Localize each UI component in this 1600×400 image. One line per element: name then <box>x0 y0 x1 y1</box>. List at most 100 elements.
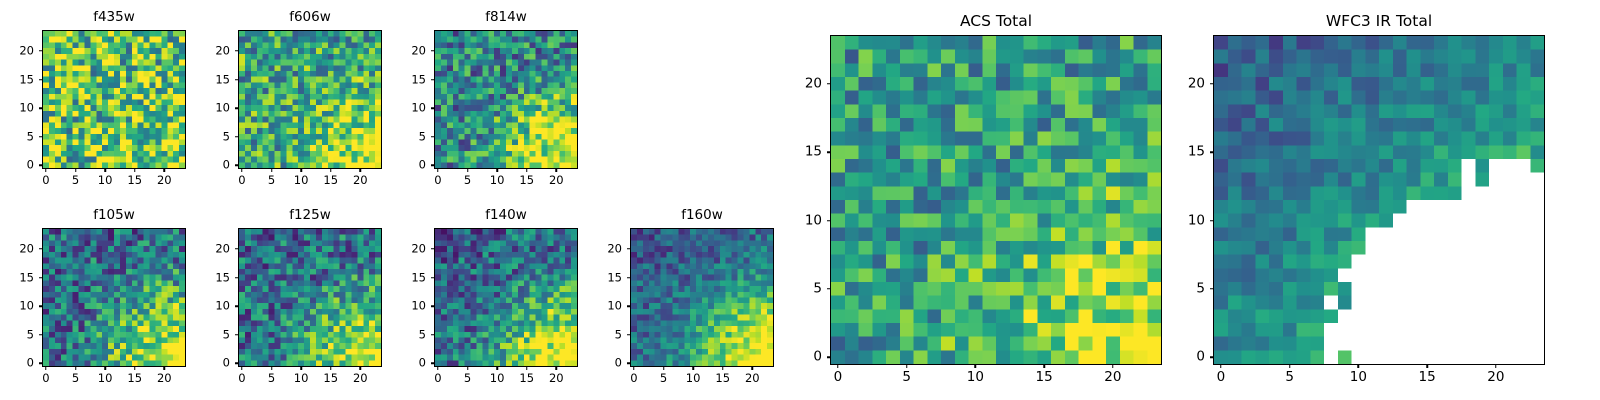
x-tick-label: 5 <box>267 371 276 385</box>
y-tick-label: 0 <box>222 355 230 370</box>
x-tick-label: 0 <box>238 371 246 385</box>
x-tick-mark <box>496 168 498 172</box>
y-tick-mark <box>431 164 435 166</box>
y-tick-mark <box>39 135 43 138</box>
y-tick-label: 15 <box>19 71 34 86</box>
x-tick-mark <box>662 366 665 370</box>
x-tick-label: 15 <box>323 371 339 385</box>
x-tick-mark <box>300 168 302 172</box>
x-tick-label: 5 <box>267 173 276 187</box>
y-tick-label: 15 <box>411 269 426 284</box>
y-tick-mark <box>39 305 43 307</box>
x-tick-mark <box>133 168 136 172</box>
x-tick-mark <box>241 168 243 172</box>
x-tick-label: 0 <box>42 173 50 187</box>
y-tick-label: 10 <box>19 100 34 115</box>
y-tick-mark <box>431 50 435 52</box>
x-tick-label: 20 <box>1487 369 1505 385</box>
x-tick-label: 10 <box>97 371 113 385</box>
x-tick-mark <box>359 366 362 370</box>
x-tick-label: 5 <box>463 173 472 187</box>
heatmap-canvas <box>43 229 185 366</box>
y-tick-mark <box>1210 288 1214 290</box>
y-tick-label: 20 <box>607 241 622 256</box>
y-tick-mark <box>39 333 43 336</box>
x-tick-mark <box>1220 364 1222 368</box>
y-tick-mark <box>1210 151 1214 153</box>
y-tick-label: 10 <box>804 211 822 228</box>
y-tick-label: 15 <box>804 143 822 160</box>
panel-title: f606w <box>289 9 331 25</box>
x-tick-label: 15 <box>1418 369 1436 385</box>
x-tick-mark <box>692 366 694 370</box>
x-tick-mark <box>837 364 839 368</box>
y-tick-mark <box>431 305 435 307</box>
panel-f140w: f140w 0 5 10 15 20 0 5 10 15 20 <box>411 207 578 384</box>
heatmap-canvas <box>43 31 185 168</box>
y-tick-label: 0 <box>26 355 34 370</box>
x-tick-label: 10 <box>293 371 309 385</box>
y-tick-mark <box>627 362 631 364</box>
y-tick-mark <box>627 305 631 307</box>
x-tick-label: 5 <box>71 371 80 385</box>
x-tick-label: 15 <box>519 371 535 385</box>
panel-title: f814w <box>485 9 527 25</box>
x-tick-mark <box>1357 364 1360 368</box>
x-tick-mark <box>1426 364 1428 368</box>
x-tick-mark <box>525 366 528 370</box>
y-tick-mark <box>235 135 239 138</box>
x-tick-mark <box>1495 364 1497 368</box>
x-tick-mark <box>45 366 47 370</box>
x-tick-mark <box>163 366 166 370</box>
x-tick-label: 10 <box>966 369 984 385</box>
x-tick-label: 20 <box>548 173 564 187</box>
x-tick-label: 15 <box>519 173 535 187</box>
y-tick-label: 0 <box>813 348 822 365</box>
y-tick-mark <box>431 276 435 279</box>
y-tick-mark <box>827 83 831 85</box>
x-tick-mark <box>496 366 498 370</box>
y-tick-label: 20 <box>215 241 230 256</box>
y-tick-label: 5 <box>614 326 622 341</box>
y-tick-label: 0 <box>222 157 230 172</box>
y-tick-mark <box>431 107 435 109</box>
y-tick-mark <box>431 248 435 250</box>
x-tick-label: 10 <box>489 173 505 187</box>
y-tick-mark <box>39 78 43 81</box>
panel-title: ACS Total <box>959 12 1033 30</box>
y-tick-label: 10 <box>1187 211 1205 228</box>
y-tick-mark <box>39 107 43 109</box>
panel-f105w: f105w 0 5 10 15 20 0 5 10 15 20 <box>19 207 186 384</box>
y-tick-mark <box>235 107 239 109</box>
y-tick-mark <box>235 362 239 364</box>
x-tick-mark <box>45 168 47 172</box>
y-tick-label: 15 <box>607 269 622 284</box>
panel-acs-total: ACS Total 0 5 10 15 20 0 5 10 15 20 <box>805 12 1162 384</box>
y-tick-mark <box>235 305 239 307</box>
x-tick-mark <box>905 364 908 368</box>
y-tick-label: 5 <box>26 128 34 143</box>
heatmap-canvas <box>435 229 577 366</box>
x-tick-mark <box>300 366 302 370</box>
y-tick-label: 5 <box>222 326 230 341</box>
x-tick-label: 0 <box>42 371 50 385</box>
y-tick-mark <box>235 248 239 250</box>
y-tick-mark <box>39 164 43 166</box>
x-tick-label: 5 <box>71 173 80 187</box>
x-tick-mark <box>1288 364 1291 368</box>
x-tick-mark <box>270 168 273 172</box>
x-tick-label: 10 <box>1349 369 1367 385</box>
x-tick-mark <box>104 168 106 172</box>
x-tick-label: 10 <box>97 173 113 187</box>
panel-title: f125w <box>289 207 331 223</box>
panel-title: f435w <box>93 9 135 25</box>
x-tick-label: 15 <box>323 173 339 187</box>
y-tick-mark <box>627 248 631 250</box>
x-tick-mark <box>437 366 439 370</box>
x-tick-mark <box>974 364 977 368</box>
y-tick-mark <box>235 78 239 81</box>
y-tick-mark <box>1210 83 1214 85</box>
x-tick-mark <box>1112 364 1114 368</box>
y-tick-label: 10 <box>411 100 426 115</box>
x-tick-label: 0 <box>1216 369 1226 385</box>
